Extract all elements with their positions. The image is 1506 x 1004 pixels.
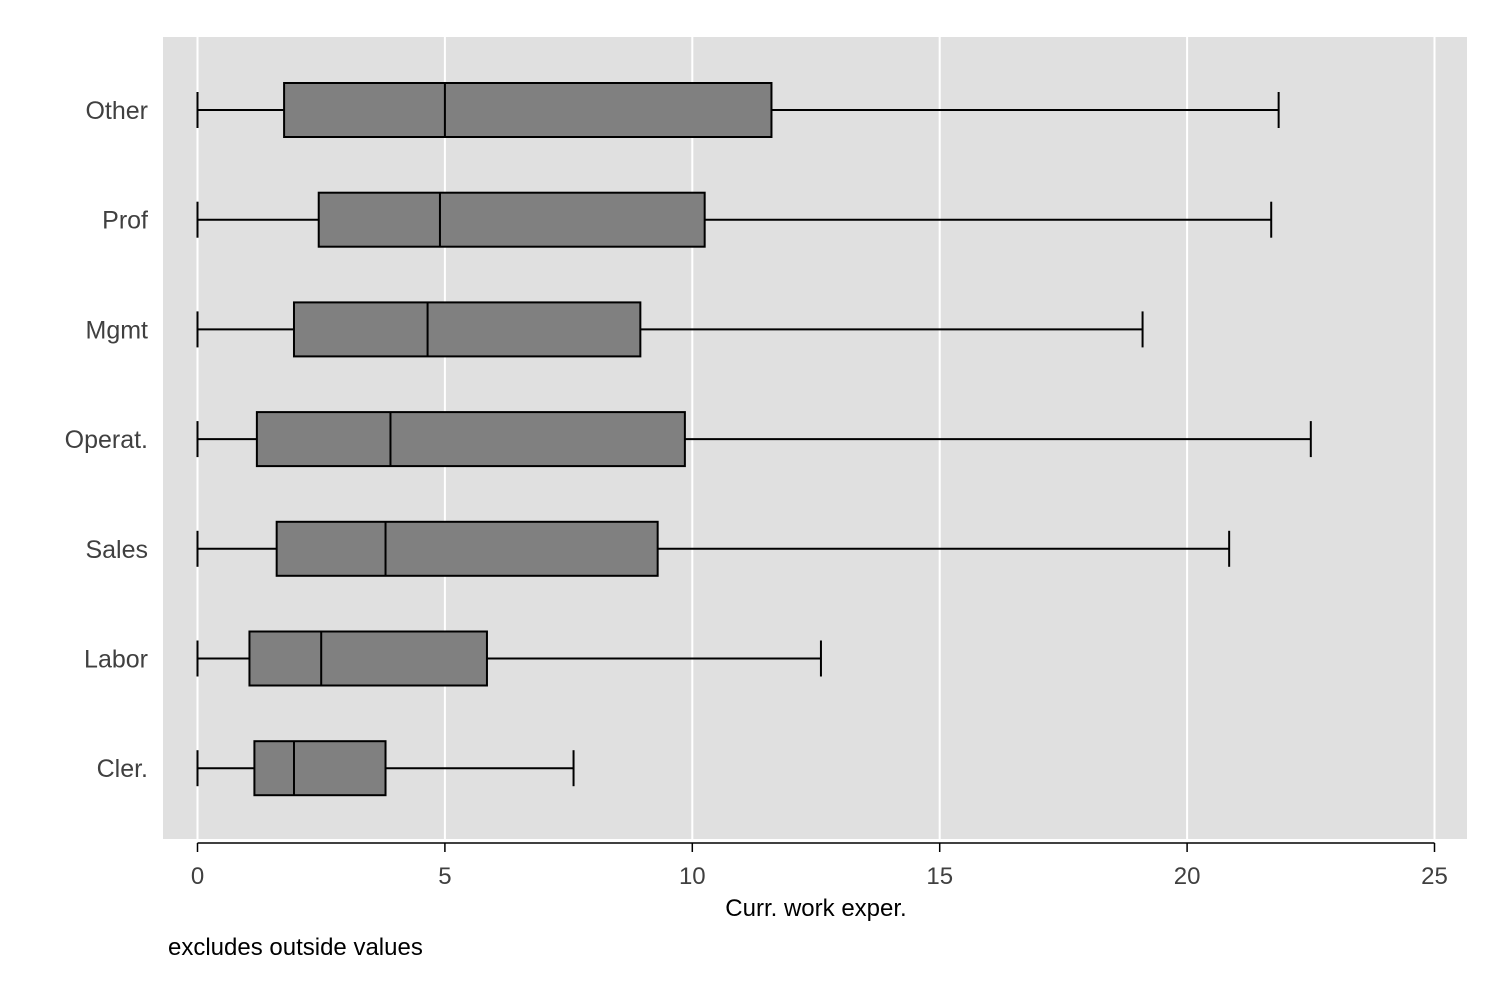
y-tick-label: Operat. [65,426,148,454]
box-2 [196,301,1144,358]
box-iqr [283,82,773,138]
x-tick-label: 5 [438,863,451,890]
box-4 [196,520,1231,577]
box-iqr [253,740,387,797]
x-tick-label: 10 [679,863,706,890]
y-axis: Other Prof Mgmt Operat. Sales Labor Cler. [65,97,148,783]
box-iqr [275,520,659,577]
x-axis-title: Curr. work exper. [725,895,906,922]
x-tick-label: 0 [191,863,204,890]
chart-note: excludes outside values [168,934,423,961]
y-tick-label: Prof [102,207,148,235]
box-iqr [248,630,488,687]
box-iqr [317,191,706,248]
x-tick-label: 15 [926,863,953,890]
box-iqr [255,411,686,468]
box-iqr [292,301,642,358]
box-5 [196,630,822,687]
y-tick-label: Labor [84,646,148,674]
x-tick-label: 25 [1421,863,1448,890]
x-tick-label: 20 [1174,863,1201,890]
y-tick-label: Other [85,97,148,125]
y-tick-label: Cler. [97,755,148,783]
box-series [196,82,1312,797]
y-tick-label: Sales [85,536,148,564]
y-tick-label: Mgmt [86,316,149,344]
box-3 [196,411,1312,468]
box-1 [196,191,1273,248]
box-6 [196,740,575,797]
box-0 [196,82,1280,138]
x-axis: 0 5 10 15 20 25 [191,842,1448,890]
